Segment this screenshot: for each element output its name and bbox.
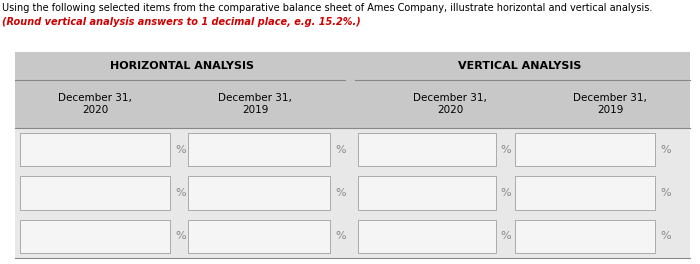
Bar [358, 220, 496, 253]
Bar [15, 52, 690, 258]
Text: December 31,
2020: December 31, 2020 [413, 93, 487, 115]
Bar [20, 133, 170, 166]
Bar [515, 176, 655, 210]
Text: VERTICAL ANALYSIS: VERTICAL ANALYSIS [458, 61, 582, 71]
Bar [515, 220, 655, 253]
Text: %: % [335, 145, 346, 155]
Text: December 31,
2020: December 31, 2020 [58, 93, 132, 115]
Text: %: % [660, 188, 671, 198]
Bar [20, 176, 170, 210]
Bar [188, 133, 330, 166]
Bar [15, 80, 690, 128]
Bar [188, 220, 330, 253]
Text: %: % [175, 231, 186, 241]
Text: %: % [500, 145, 510, 155]
Text: December 31,
2019: December 31, 2019 [573, 93, 647, 115]
Bar [20, 220, 170, 253]
Bar [15, 52, 690, 80]
Text: %: % [500, 188, 510, 198]
Text: %: % [175, 145, 186, 155]
Text: December 31,
2019: December 31, 2019 [218, 93, 292, 115]
Text: HORIZONTAL ANALYSIS: HORIZONTAL ANALYSIS [111, 61, 255, 71]
Text: (Round vertical analysis answers to 1 decimal place, e.g. 15.2%.): (Round vertical analysis answers to 1 de… [2, 17, 361, 27]
Bar [358, 133, 496, 166]
Bar [515, 133, 655, 166]
Text: %: % [175, 188, 186, 198]
Text: %: % [660, 145, 671, 155]
Text: Using the following selected items from the comparative balance sheet of Ames Co: Using the following selected items from … [2, 3, 652, 13]
Bar [358, 176, 496, 210]
Text: %: % [660, 231, 671, 241]
Text: %: % [335, 231, 346, 241]
Bar [188, 176, 330, 210]
Text: %: % [500, 231, 510, 241]
Text: %: % [335, 188, 346, 198]
